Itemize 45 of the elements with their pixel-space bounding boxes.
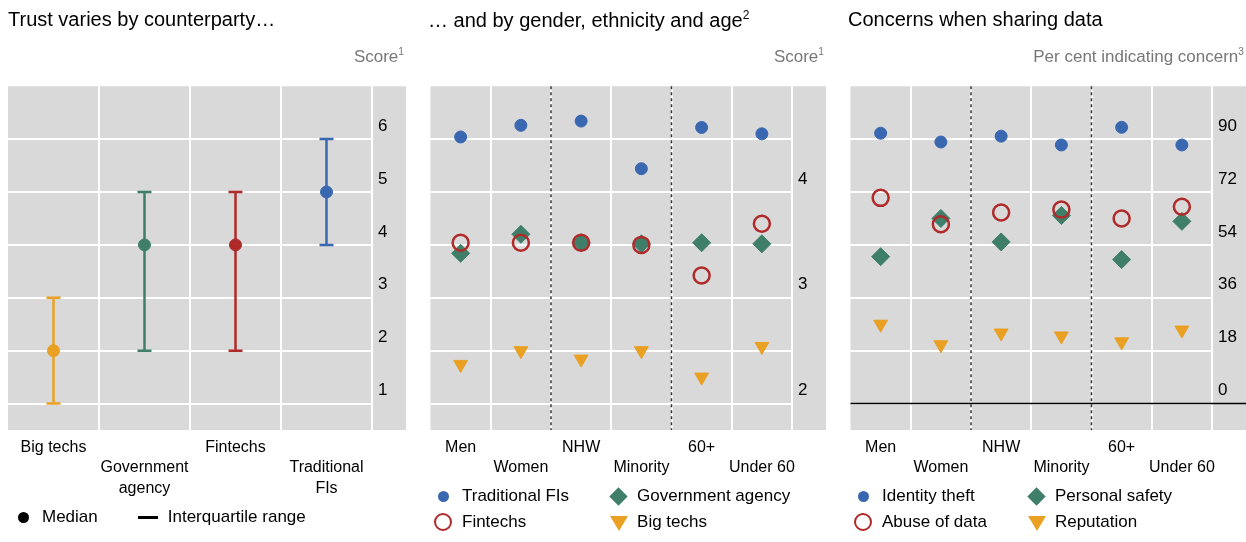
chart-title: … and by gender, ethnicity and age$^{2}$ xyxy=(428,8,750,32)
text: Median xyxy=(42,507,98,527)
y-tick-label: 1 xyxy=(378,380,388,400)
chart-title: Trust varies by counterparty… xyxy=(8,8,276,31)
x-tick-label: Under 60 xyxy=(728,458,795,476)
y-tick-label: 6 xyxy=(378,115,388,135)
y-tick-label: 2 xyxy=(378,327,388,347)
legend-label: Personal safety xyxy=(1054,486,1173,506)
x-tick-label: Minority xyxy=(1033,458,1090,476)
legend-label: Fintechs xyxy=(462,512,527,532)
x-tick-label: Under 60 xyxy=(1148,458,1215,476)
y-tick-label: 54 xyxy=(1218,221,1237,241)
y-axis-title: Score$^{1}$ xyxy=(353,46,404,67)
x-tick-label: NHW xyxy=(982,438,1022,456)
x-tick-label: Fintechs xyxy=(205,438,266,456)
y-tick-label: 5 xyxy=(378,168,388,188)
y-tick-label: 0 xyxy=(1218,380,1228,400)
y-tick-label: 3 xyxy=(378,274,388,294)
y-tick-label: 72 xyxy=(1218,168,1237,188)
y-axis-title: Score$^{1}$ xyxy=(773,46,824,67)
x-tick-label: Women xyxy=(913,458,969,476)
x-tick-label: Big techs xyxy=(20,438,87,456)
legend-label: Reputation xyxy=(1054,512,1138,532)
legend-label: Abuse of data xyxy=(882,512,987,532)
x-tick-label: NHW xyxy=(562,438,602,456)
y-tick-label: 3 xyxy=(798,274,808,294)
x-tick-label: Government agency xyxy=(100,458,190,497)
y-tick-label: 2 xyxy=(798,380,808,400)
y-tick-label: 4 xyxy=(378,221,388,241)
y-axis-title: Per cent indicating concern$^{3}$ xyxy=(1033,46,1244,67)
x-tick-label: Traditional FIs xyxy=(289,458,364,497)
y-tick-label: 4 xyxy=(798,168,808,188)
x-tick-label: 60+ xyxy=(688,438,716,456)
legend-label: Identity theft xyxy=(882,486,975,506)
x-tick-label: 60+ xyxy=(1108,438,1136,456)
x-tick-label: Minority xyxy=(613,458,670,476)
legend-label: Big techs xyxy=(637,512,708,532)
x-tick-label: Women xyxy=(493,458,549,476)
x-tick-label: Men xyxy=(445,438,477,456)
y-tick-label: 36 xyxy=(1218,274,1237,294)
x-tick-label: Men xyxy=(865,438,897,456)
chart-title: Concerns when sharing data xyxy=(848,8,1103,31)
y-tick-label: 90 xyxy=(1218,115,1237,135)
text: Interquartile range xyxy=(167,507,306,527)
y-tick-label: 18 xyxy=(1218,327,1237,347)
